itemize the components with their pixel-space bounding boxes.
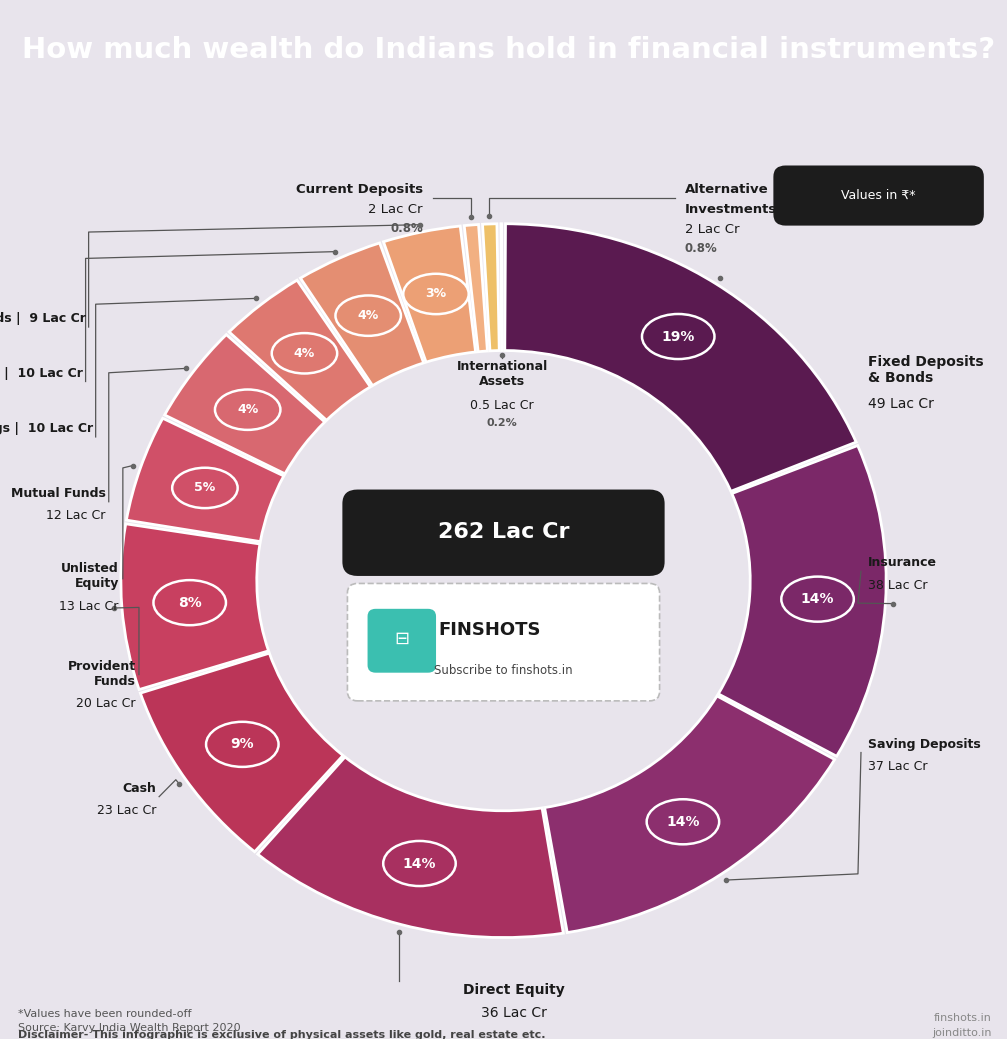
Text: 4%: 4% [237,403,259,417]
Text: 23 Lac Cr: 23 Lac Cr [97,804,156,818]
Ellipse shape [206,722,279,767]
Text: Unlisted
Equity: Unlisted Equity [61,562,119,590]
Text: 12 Lac Cr: 12 Lac Cr [46,509,106,523]
Wedge shape [500,223,502,350]
Text: Fixed Deposits
& Bonds: Fixed Deposits & Bonds [868,355,984,385]
Wedge shape [505,223,856,491]
Ellipse shape [384,841,456,886]
Text: 3%: 3% [425,288,446,300]
Text: 0.8%: 0.8% [390,222,423,235]
Text: NRI Deposits |  10 Lac Cr: NRI Deposits | 10 Lac Cr [0,367,83,379]
Text: 14%: 14% [667,815,700,829]
Text: How much wealth do Indians hold in financial instruments?: How much wealth do Indians hold in finan… [22,36,995,63]
Text: 0.8%: 0.8% [685,242,718,255]
Ellipse shape [403,273,468,314]
Text: Subscribe to finshots.in: Subscribe to finshots.in [434,664,573,677]
Ellipse shape [272,334,337,373]
Text: 4%: 4% [357,310,379,322]
Ellipse shape [642,314,715,359]
Text: ⊟: ⊟ [394,630,410,648]
Wedge shape [140,654,343,852]
Text: 14%: 14% [403,856,436,871]
Text: 9%: 9% [231,738,254,751]
Wedge shape [229,281,371,420]
Wedge shape [300,243,424,385]
Text: Current Deposits: Current Deposits [296,184,423,196]
Text: 38 Lac Cr: 38 Lac Cr [868,579,927,592]
Text: Total Wealth in Financial Instruments:: Total Wealth in Financial Instruments: [345,503,662,517]
Text: finshots.in
joinditto.in: finshots.in joinditto.in [932,1013,992,1038]
Text: Disclaimer- This infographic is exclusive of physical assets like gold, real est: Disclaimer- This infographic is exclusiv… [18,1030,546,1039]
Text: Insurance: Insurance [868,556,938,569]
Text: 2 Lac Cr: 2 Lac Cr [685,223,739,236]
Ellipse shape [153,580,226,625]
Text: 19%: 19% [662,329,695,344]
Text: Mutual Funds: Mutual Funds [11,487,106,500]
Ellipse shape [214,390,280,430]
Text: 4%: 4% [294,347,315,359]
FancyBboxPatch shape [773,165,984,225]
Text: 0.2%: 0.2% [486,418,518,428]
Ellipse shape [781,577,854,621]
Text: 37 Lac Cr: 37 Lac Cr [868,761,927,773]
Text: Small Savings |  10 Lac Cr: Small Savings | 10 Lac Cr [0,422,93,435]
Ellipse shape [172,468,238,508]
Text: 5%: 5% [194,481,215,495]
FancyBboxPatch shape [368,609,436,672]
Text: 8%: 8% [178,595,201,610]
Text: 36 Lac Cr: 36 Lac Cr [480,1006,547,1020]
Text: 2 Lac Cr: 2 Lac Cr [369,204,423,216]
Text: FINSHOTS: FINSHOTS [438,621,541,639]
Text: Investments: Investments [685,204,777,216]
Text: Values in ₹*: Values in ₹* [841,189,915,202]
Wedge shape [121,524,269,690]
Wedge shape [482,223,499,351]
Text: 13 Lac Cr: 13 Lac Cr [59,600,119,613]
Text: Direct Equity: Direct Equity [462,983,565,996]
Wedge shape [718,446,886,756]
Wedge shape [164,335,325,474]
Wedge shape [545,696,835,933]
Ellipse shape [335,295,401,336]
Ellipse shape [646,799,719,845]
Text: 262 Lac Cr: 262 Lac Cr [438,522,569,541]
Text: 49 Lac Cr: 49 Lac Cr [868,398,933,411]
Text: Provident
Funds: Provident Funds [67,660,136,688]
Wedge shape [127,419,284,541]
Text: 0.5 Lac Cr: 0.5 Lac Cr [470,399,534,412]
Text: Pension Funds |  9 Lac Cr: Pension Funds | 9 Lac Cr [0,312,86,325]
Text: *Values have been rounded-off
Source: Karvy India Wealth Report 2020: *Values have been rounded-off Source: Ka… [18,1009,241,1033]
Text: 14%: 14% [801,592,835,606]
Wedge shape [384,227,475,363]
FancyBboxPatch shape [347,584,660,701]
Text: Cash: Cash [122,781,156,795]
Text: 20 Lac Cr: 20 Lac Cr [77,697,136,711]
FancyBboxPatch shape [342,489,665,576]
Wedge shape [464,224,487,352]
Text: Saving Deposits: Saving Deposits [868,738,981,750]
Wedge shape [258,757,563,937]
Text: International
Assets: International Assets [456,359,548,388]
Text: Alternative: Alternative [685,184,768,196]
